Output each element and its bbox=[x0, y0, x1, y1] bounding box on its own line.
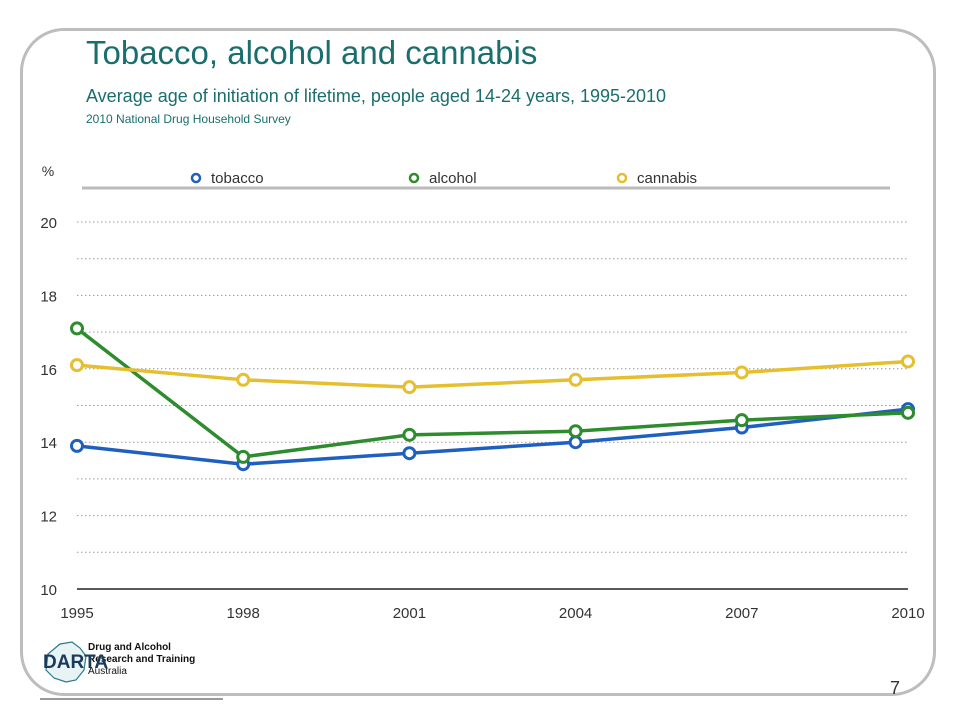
y-tick-label: 18 bbox=[40, 288, 57, 305]
y-tick-label: 12 bbox=[40, 509, 57, 526]
data-point-cannabis bbox=[734, 365, 749, 380]
legend-marker bbox=[616, 172, 628, 184]
logo-line1: Drug and Alcohol bbox=[88, 642, 171, 653]
legend-label: tobacco bbox=[211, 170, 264, 187]
logo-line2: Research and Training bbox=[88, 654, 196, 665]
slide-subtitle: Average age of initiation of lifetime, p… bbox=[86, 86, 667, 106]
y-tick-label: 10 bbox=[40, 582, 57, 599]
x-tick-label: 2007 bbox=[725, 605, 758, 622]
slide-frame bbox=[20, 28, 936, 696]
slide-number: 7 bbox=[890, 678, 901, 698]
data-point-cannabis bbox=[568, 372, 583, 387]
data-point-tobacco bbox=[568, 435, 583, 450]
x-tick-label: 1995 bbox=[60, 605, 93, 622]
slide-title: Tobacco, alcohol and cannabis bbox=[86, 34, 538, 71]
y-tick-label: 16 bbox=[40, 362, 57, 379]
data-point-cannabis bbox=[901, 354, 915, 369]
legend-label: alcohol bbox=[429, 170, 477, 187]
data-point-tobacco bbox=[402, 446, 417, 461]
logo-divider bbox=[40, 698, 223, 700]
logo-line3: Australia bbox=[88, 666, 127, 677]
svg-text:DARTA: DARTA bbox=[43, 652, 108, 673]
logo-text: Drug and Alcohol Research and Training A… bbox=[88, 642, 195, 678]
series-line-cannabis bbox=[76, 359, 909, 389]
data-point-alcohol bbox=[568, 424, 583, 439]
legend-marker bbox=[408, 172, 420, 184]
data-point-alcohol bbox=[402, 427, 417, 442]
darta-logo: DARTA bbox=[43, 641, 108, 683]
data-point-alcohol bbox=[901, 405, 915, 420]
x-tick-label: 2010 bbox=[891, 605, 924, 622]
data-point-cannabis bbox=[236, 372, 251, 387]
data-point-cannabis bbox=[402, 380, 417, 395]
series-line-tobacco bbox=[76, 407, 909, 466]
y-tick-label: 20 bbox=[40, 215, 57, 232]
x-tick-label: 2004 bbox=[559, 605, 592, 622]
slide-source: 2010 National Drug Household Survey bbox=[86, 112, 291, 126]
x-tick-label: 2001 bbox=[393, 605, 426, 622]
data-point-alcohol bbox=[236, 449, 251, 464]
data-point-alcohol bbox=[70, 321, 84, 336]
data-point-alcohol bbox=[734, 413, 749, 428]
series-line-alcohol bbox=[75, 327, 909, 459]
legend-marker bbox=[190, 172, 202, 184]
data-point-cannabis bbox=[70, 358, 84, 373]
y-axis-label: % bbox=[42, 163, 54, 179]
y-tick-label: 14 bbox=[40, 435, 57, 452]
legend-label: cannabis bbox=[637, 170, 697, 187]
data-point-tobacco bbox=[70, 438, 84, 453]
x-tick-label: 1998 bbox=[227, 605, 260, 622]
